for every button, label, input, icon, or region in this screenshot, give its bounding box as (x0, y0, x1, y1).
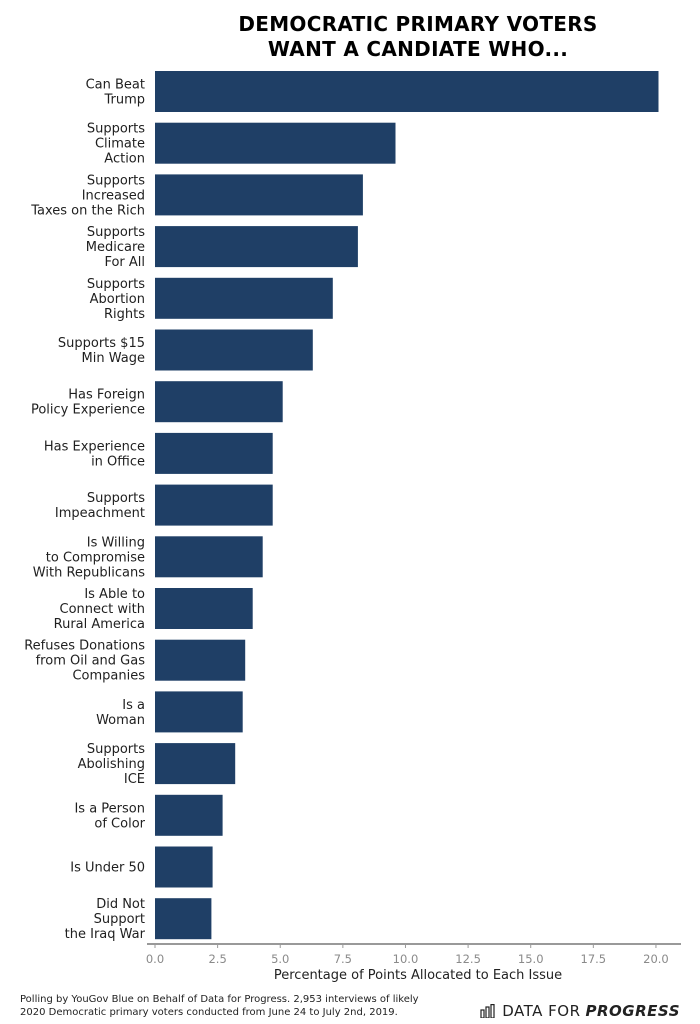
brand-text-data-for: DATA FOR (502, 1002, 581, 1020)
x-tick-label: 12.5 (455, 952, 481, 966)
category-label: Did Not Support the Iraq War (65, 897, 146, 942)
category-label-line: Supports (87, 122, 145, 137)
bar (155, 743, 236, 785)
category-label-line: Policy Experience (31, 403, 145, 418)
category-label: Is Able to Connect with Rural America (54, 587, 145, 632)
category-label-line: Is Under 50 (70, 861, 145, 876)
bar (155, 846, 213, 888)
bar-chart-logo-icon (480, 1004, 495, 1018)
x-tick-label: 17.5 (581, 952, 607, 966)
bar (155, 639, 246, 681)
category-label: Supports Climate Action (87, 122, 145, 167)
category-label: Supports Abolishing ICE (78, 742, 146, 787)
category-label-line: Impeachment (55, 506, 145, 521)
category-label-line: Rights (104, 307, 145, 322)
category-label-line: Abolishing (78, 757, 145, 772)
category-label-line: For All (104, 255, 145, 270)
category-label-line: Climate (95, 137, 145, 152)
category-label-line: ICE (124, 772, 145, 787)
category-label: Can Beat Trump (86, 78, 145, 108)
category-label-line: Supports $15 (58, 336, 145, 351)
category-label-line: Abortion (90, 292, 145, 307)
chart-title-line-1: DEMOCRATIC PRIMARY VOTERS (238, 12, 598, 36)
category-label-line: Connect with (60, 602, 145, 617)
bar (155, 898, 212, 940)
footnote: Polling by YouGov Blue on Behalf of Data… (20, 993, 419, 1019)
footnote-line-2: 2020 Democratic primary voters conducted… (20, 1007, 398, 1018)
x-tick-label: 5.0 (271, 952, 289, 966)
category-label-line: Is a (122, 698, 145, 713)
category-label: Has Foreign Policy Experience (31, 388, 145, 418)
category-label: Is a Woman (96, 698, 145, 728)
brand-logo: DATA FOR PROGRESS (480, 1002, 680, 1020)
category-label: Supports Impeachment (55, 491, 145, 521)
category-label-line: the Iraq War (65, 927, 146, 942)
category-label-line: in Office (91, 454, 145, 469)
footnote-line-1: Polling by YouGov Blue on Behalf of Data… (20, 994, 419, 1005)
category-label-line: Supports (87, 225, 145, 240)
chart-title-line-2: WANT A CANDIATE WHO... (267, 37, 569, 61)
category-label: Is a Person of Color (74, 801, 145, 831)
category-label-line: Companies (72, 669, 145, 684)
x-tick-label: 15.0 (518, 952, 544, 966)
category-label-line: Support (94, 912, 145, 927)
category-label-line: Medicare (86, 240, 145, 255)
category-label-line: Did Not (96, 897, 145, 912)
category-label-line: Rural America (54, 617, 145, 632)
category-label-line: Supports (87, 173, 145, 188)
category-label-line: Taxes on the Rich (30, 203, 145, 218)
bar (155, 277, 333, 319)
category-label-line: Has Experience (44, 439, 145, 454)
category-label-line: Trump (103, 93, 145, 108)
category-label-line: Increased (82, 188, 145, 203)
category-label-line: Refuses Donations (24, 639, 145, 654)
bar (155, 329, 313, 371)
category-label: Supports Abortion Rights (87, 277, 145, 322)
category-label: Supports Medicare For All (86, 225, 145, 270)
bar (155, 536, 263, 578)
x-tick-label: 0.0 (146, 952, 164, 966)
category-label-line: Can Beat (86, 78, 145, 93)
x-tick-label: 2.5 (208, 952, 226, 966)
category-label-line: of Color (94, 816, 145, 831)
brand-text-progress: PROGRESS (585, 1002, 680, 1020)
chart-title: DEMOCRATIC PRIMARY VOTERS WANT A CANDIAT… (150, 12, 686, 62)
category-label-line: to Compromise (46, 550, 145, 565)
category-label: Supports Increased Taxes on the Rich (30, 173, 145, 218)
category-label-line: Action (104, 152, 145, 167)
bar (155, 794, 223, 836)
bar (155, 484, 273, 526)
x-tick-label: 10.0 (393, 952, 419, 966)
category-label-line: Is a Person (74, 801, 145, 816)
category-label-line: Supports (87, 742, 145, 757)
category-label: Refuses Donations from Oil and Gas Compani… (24, 639, 145, 684)
bar (155, 174, 363, 216)
bar (155, 226, 358, 268)
category-label: Supports $15 Min Wage (58, 336, 145, 366)
bar (155, 381, 283, 423)
bar (155, 432, 273, 474)
bar (155, 71, 659, 112)
bar (155, 122, 396, 164)
x-tick-label: 7.5 (334, 952, 352, 966)
category-label-line: Supports (87, 277, 145, 292)
bar (155, 691, 243, 733)
category-label-line: Has Foreign (68, 388, 145, 403)
x-axis-label: Percentage of Points Allocated to Each I… (273, 968, 563, 983)
x-tick-label: 20.0 (643, 952, 669, 966)
category-label-line: With Republicans (33, 565, 145, 580)
category-label-line: Min Wage (82, 351, 145, 366)
category-label-line: Is Willing (87, 535, 145, 550)
category-label-line: Supports (87, 491, 145, 506)
bar (155, 588, 253, 629)
category-label-line: from Oil and Gas (36, 654, 146, 669)
category-label: Has Experience in Office (44, 439, 145, 469)
category-label-line: Woman (96, 713, 145, 728)
category-label: Is Under 50 (70, 861, 145, 876)
category-label: Is Willing to Compromise With Republicans (33, 535, 145, 580)
category-label-line: Is Able to (84, 587, 145, 602)
